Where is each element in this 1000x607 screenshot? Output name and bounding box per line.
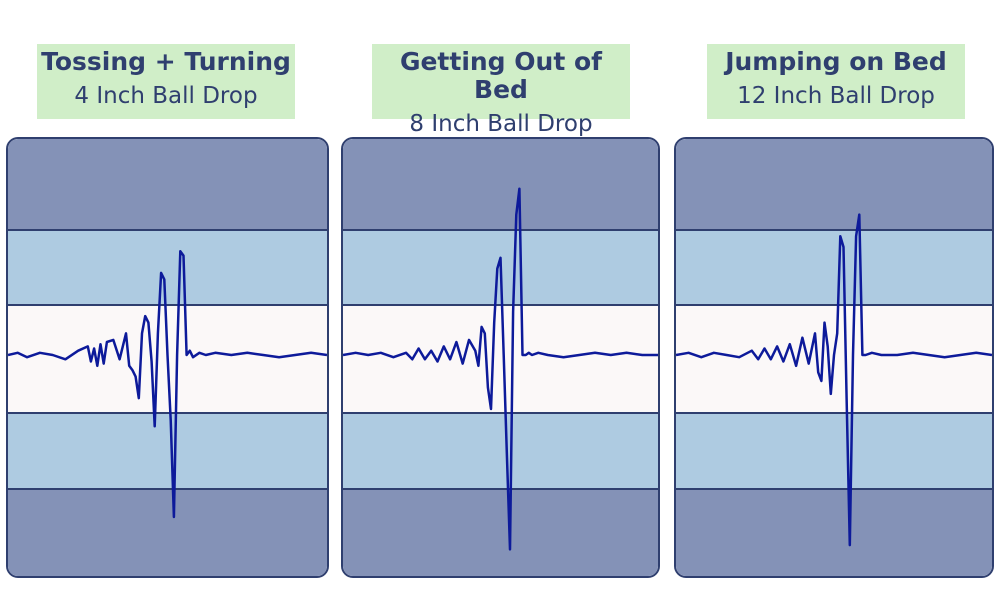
chart-header-jumping: Jumping on Bed 12 Inch Ball Drop bbox=[707, 44, 965, 119]
band-middle-top bbox=[8, 230, 327, 305]
waveform-panel-jumping bbox=[674, 137, 994, 578]
band-outer-bottom bbox=[676, 489, 992, 576]
chart-title: Getting Out of Bed bbox=[399, 47, 603, 104]
chart-subtitle: 4 Inch Ball Drop bbox=[74, 83, 258, 109]
waveform-line bbox=[676, 213, 992, 547]
waveform-chart-getting-out bbox=[343, 139, 658, 576]
waveform-chart-jumping bbox=[676, 139, 992, 576]
band-middle-bottom bbox=[343, 413, 658, 489]
chart-subtitle: 8 Inch Ball Drop bbox=[409, 111, 593, 137]
band-outer-top bbox=[343, 139, 658, 230]
waveform-panel-tossing bbox=[6, 137, 329, 578]
band-outer-bottom bbox=[8, 489, 327, 576]
band-outer-top bbox=[8, 139, 327, 230]
waveform-line bbox=[343, 187, 658, 551]
waveform-panel-getting-out bbox=[341, 137, 660, 578]
chart-title: Tossing + Turning bbox=[41, 47, 291, 76]
band-outer-bottom bbox=[343, 489, 658, 576]
chart-header-tossing: Tossing + Turning 4 Inch Ball Drop bbox=[37, 44, 295, 119]
band-middle-bottom bbox=[8, 413, 327, 489]
band-center bbox=[343, 305, 658, 413]
band-middle-top bbox=[676, 230, 992, 305]
chart-title: Jumping on Bed bbox=[725, 47, 947, 76]
waveform-line bbox=[8, 250, 327, 519]
chart-header-getting-out: Getting Out of Bed 8 Inch Ball Drop bbox=[372, 44, 630, 137]
chart-subtitle: 12 Inch Ball Drop bbox=[737, 83, 935, 109]
waveform-chart-tossing bbox=[8, 139, 327, 576]
band-middle-bottom bbox=[676, 413, 992, 489]
band-outer-top bbox=[676, 139, 992, 230]
